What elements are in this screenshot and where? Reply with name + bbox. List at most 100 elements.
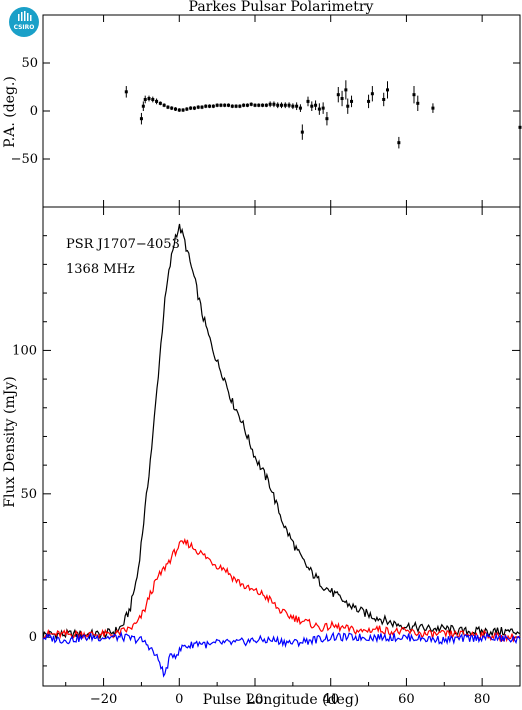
pa-point	[238, 104, 242, 108]
pa-point	[174, 107, 177, 111]
pa-point	[170, 106, 174, 110]
pa-point	[227, 103, 230, 107]
flux-series-circular	[42, 631, 521, 678]
pa-point	[143, 97, 147, 101]
flux-series-total	[42, 223, 521, 642]
pa-point	[283, 103, 287, 107]
pa-point	[291, 104, 295, 108]
pa-point	[314, 103, 318, 107]
pa-point	[287, 103, 291, 107]
pa-point	[431, 106, 435, 110]
pa-y-tick-label: −50	[11, 152, 38, 167]
pa-point	[223, 103, 227, 107]
pa-point	[147, 97, 151, 101]
pa-point	[219, 103, 223, 107]
pa-point	[412, 93, 416, 97]
flux-x-tick-label: 0	[175, 692, 183, 707]
pa-point	[234, 104, 238, 108]
pulsar-name-annotation: PSR J1707−4053	[66, 237, 180, 252]
pa-point	[264, 103, 268, 107]
pa-point	[416, 101, 420, 105]
pa-point	[189, 106, 193, 110]
pa-point	[261, 103, 265, 107]
pa-point	[325, 117, 329, 121]
pa-point	[200, 105, 204, 109]
flux-x-tick-label: −20	[90, 692, 117, 707]
plot-title: Parkes Pulsar Polarimetry	[189, 0, 374, 15]
pa-point	[382, 97, 386, 101]
pa-panel: −50 0 50 P.A. (deg.)	[2, 14, 522, 208]
pa-point	[158, 101, 162, 105]
pa-point	[257, 103, 261, 107]
flux-y-axis-title: Flux Density (mJy)	[2, 376, 18, 507]
csiro-logo: CSIRO	[9, 7, 39, 37]
pa-point	[162, 103, 166, 107]
pa-point	[215, 103, 219, 107]
pa-point	[151, 97, 155, 101]
pa-point	[321, 106, 325, 110]
pa-point	[208, 104, 212, 108]
pa-points	[124, 80, 522, 149]
csiro-logo-text: CSIRO	[14, 24, 35, 31]
pa-point	[230, 104, 234, 108]
pa-point	[317, 107, 321, 111]
pa-y-tick-label: 0	[30, 104, 38, 119]
flux-x-tick-label: 60	[398, 692, 415, 707]
pa-point	[280, 103, 283, 107]
pa-point	[204, 104, 208, 108]
flux-x-tick-label: 80	[474, 692, 491, 707]
pa-panel-frame	[42, 14, 521, 208]
flux-panel: 0 50 100 −20 0 20 40 60 80 PSR J1707−4053 1368 M…	[2, 206, 521, 708]
flux-ticks: 0 50 100 −20 0 20 40 60 80	[12, 207, 521, 707]
pa-point	[181, 108, 185, 112]
pa-point	[518, 125, 522, 129]
pa-point	[177, 108, 181, 112]
pa-point	[276, 103, 280, 107]
flux-y-tick-label: 100	[12, 343, 37, 358]
flux-series	[42, 223, 521, 678]
csiro-logo-disc	[9, 7, 39, 37]
pa-point	[344, 88, 348, 92]
pa-point	[336, 93, 340, 97]
flux-x-tick-label: 20	[247, 692, 264, 707]
pa-point	[185, 107, 189, 111]
pa-point	[245, 103, 249, 107]
pa-y-tick-label: 50	[21, 56, 38, 71]
frequency-annotation: 1368 MHz	[66, 262, 135, 277]
flux-x-tick-label: 40	[322, 692, 339, 707]
pa-point	[300, 130, 304, 134]
pa-point	[367, 99, 371, 103]
pa-point	[268, 102, 272, 106]
pa-point	[211, 104, 215, 108]
pa-point	[196, 105, 200, 109]
pa-point	[306, 99, 310, 103]
pa-point	[310, 104, 314, 108]
pa-point	[155, 99, 159, 103]
pa-point	[295, 104, 299, 108]
pa-point	[298, 106, 302, 110]
pa-y-axis-title: P.A. (deg.)	[2, 76, 18, 148]
pa-point	[253, 103, 257, 107]
pa-point	[350, 99, 354, 103]
pa-point	[397, 141, 401, 145]
pa-point	[124, 90, 128, 94]
pa-point	[272, 102, 276, 106]
flux-panel-frame	[42, 206, 521, 687]
pa-point	[192, 106, 196, 110]
pa-point	[249, 102, 253, 106]
flux-y-tick-label: 50	[20, 487, 37, 502]
csiro-logo-bars	[18, 11, 32, 21]
pa-point	[141, 104, 145, 108]
flux-series-linear	[42, 537, 521, 643]
pa-point	[242, 103, 246, 107]
flux-x-axis-title: Pulse Longitude (deg)	[203, 692, 360, 708]
pa-point	[139, 117, 143, 121]
pa-point	[340, 97, 344, 101]
pa-point	[346, 104, 350, 108]
flux-y-tick-label: 0	[29, 630, 37, 645]
pa-ticks: −50 0 50	[11, 15, 520, 207]
pa-point	[370, 92, 374, 96]
pa-point	[166, 105, 170, 109]
pa-point	[386, 88, 389, 92]
